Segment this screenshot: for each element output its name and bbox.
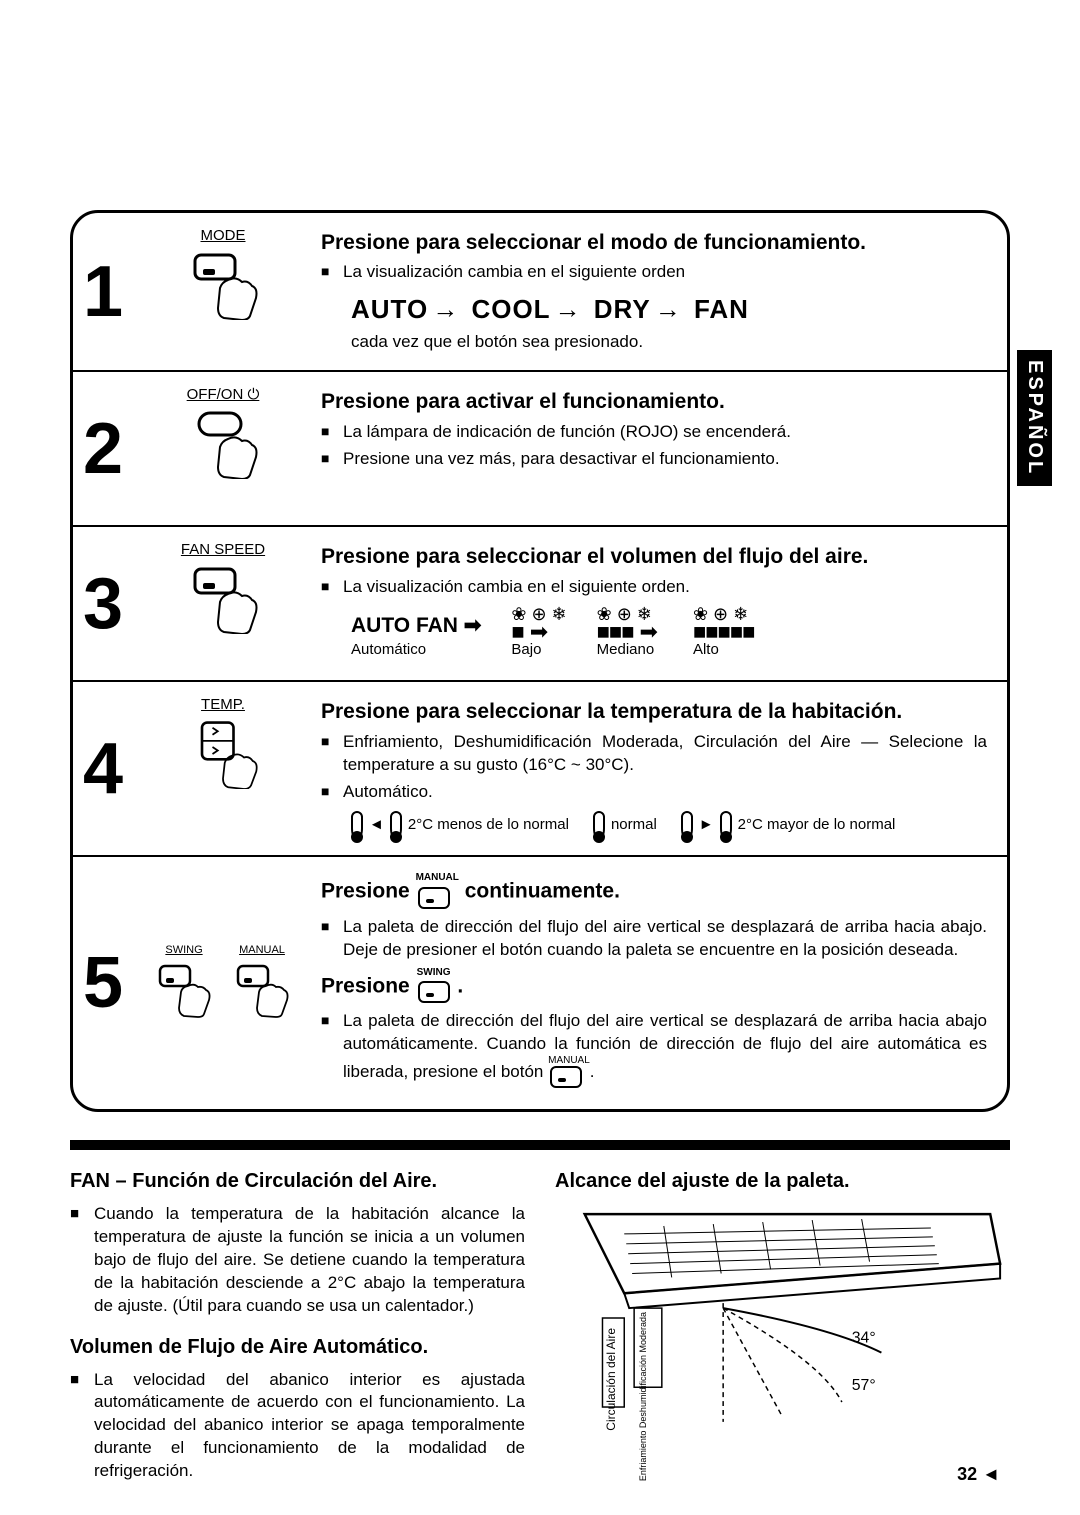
step-5-row: 5 SWING MANUAL: [73, 857, 1007, 1108]
mode-sequence: AUTO→ COOL→ DRY→ FAN: [351, 292, 987, 327]
step-1-row: 1 MODE Presione para seleccionar el modo…: [73, 213, 1007, 372]
step-number: 5: [73, 857, 133, 1108]
step-title: Presione para activar el funcionamiento.: [321, 388, 987, 416]
step-number: 1: [73, 213, 133, 370]
step-body: Presione para seleccionar el modo de fun…: [313, 213, 1007, 370]
step-body: Presione para seleccionar el volumen del…: [313, 527, 1007, 680]
step-bullet: Presione una vez más, para desactivar el…: [343, 448, 987, 471]
fan-speed-sequence: AUTO FAN ➡ Automático ❀ ⊕ ❄ ■➡ Bajo ❀ ⊕ …: [351, 605, 987, 661]
fan-bars-high: ■■■■■: [693, 623, 754, 641]
icon-caption: MANUAL: [548, 1056, 590, 1066]
fan-level-name: Bajo: [511, 640, 566, 660]
step-bullet: Automático.: [343, 781, 987, 804]
language-tab: ESPAÑOL: [1017, 350, 1052, 486]
thermometer-icon: [593, 811, 605, 839]
power-button-illustration: OFF/ON ⏻: [133, 372, 313, 525]
flap-label-cool: Enfriamiento Deshumidificación Moderada: [639, 1312, 663, 1481]
fan-section-text: Cuando la temperatura de la habitación a…: [94, 1203, 525, 1318]
press-hand-icon: [154, 962, 214, 1018]
step-body: Presione MANUAL continuamente. La paleta…: [313, 857, 1007, 1108]
bottom-section: FAN – Función de Circulación del Aire. C…: [70, 1170, 1010, 1483]
angle-34: 34°: [852, 1330, 876, 1347]
manual-button-icon: [550, 1066, 582, 1088]
fan-section-title: FAN – Función de Circulación del Aire.: [70, 1170, 525, 1193]
section-divider: [70, 1140, 1010, 1150]
thermometer-icon: [351, 811, 363, 839]
step-4-row: 4 TEMP. Presione para seleccionar la tem…: [73, 682, 1007, 857]
temp-option-text: 2°C mayor de lo normal: [738, 815, 896, 835]
button-label: OFF/ON ⏻: [187, 386, 260, 403]
icon-caption: SWING: [416, 968, 452, 978]
thermometer-icon: [681, 811, 693, 839]
fan-level-name: Mediano: [597, 640, 663, 660]
fan-bars-low: ■➡: [511, 623, 566, 641]
step-body: Presione para seleccionar la temperatura…: [313, 682, 1007, 855]
press-hand-icon: [183, 250, 263, 320]
swing-manual-illustration: SWING MANUAL: [133, 857, 313, 1108]
button-label: MODE: [201, 227, 246, 244]
page-number: 32: [957, 1464, 1000, 1485]
temp-option-lower: ◄ 2°C menos de lo normal: [351, 811, 569, 839]
ac-unit-diagram: 34° 57°: [555, 1203, 1010, 1433]
step-bullet: La visualización cambia en el siguiente …: [343, 576, 987, 599]
step-bullet: La paleta de dirección del flujo del air…: [343, 916, 987, 962]
manual-button-icon: [418, 887, 450, 909]
auto-fan-label: AUTO FAN ➡: [351, 612, 481, 640]
step-body: Presione para activar el funcionamiento.…: [313, 372, 1007, 525]
press-hand-icon: [183, 564, 263, 634]
fan-level-name: Automático: [351, 640, 481, 660]
fan-bars-med: ■■■➡: [597, 623, 663, 641]
step-number: 2: [73, 372, 133, 525]
step-bullet: Enfriamiento, Deshumidificación Moderada…: [343, 731, 987, 777]
step-title: Presione para seleccionar el volumen del…: [321, 543, 987, 571]
steps-table: 1 MODE Presione para seleccionar el modo…: [70, 210, 1010, 1112]
step-number: 4: [73, 682, 133, 855]
step-bullet: La visualización cambia en el siguiente …: [343, 261, 987, 284]
button-label: TEMP.: [201, 696, 245, 713]
step-title: Presione para seleccionar la temperatura…: [321, 698, 987, 726]
step-2-row: 2 OFF/ON ⏻ Presione para activar el func…: [73, 372, 1007, 527]
temp-button-illustration: TEMP.: [133, 682, 313, 855]
button-label: FAN SPEED: [181, 541, 265, 558]
icon-caption: MANUAL: [416, 873, 459, 883]
thermometer-icon: [390, 811, 402, 839]
step-number: 3: [73, 527, 133, 680]
step-bullet: La paleta de dirección del flujo del air…: [343, 1010, 987, 1089]
button-label: MANUAL: [232, 944, 292, 956]
thermometer-icon: [720, 811, 732, 839]
step-title: Presione para seleccionar el modo de fun…: [321, 229, 987, 257]
mode-button-illustration: MODE: [133, 213, 313, 370]
fanspeed-button-illustration: FAN SPEED: [133, 527, 313, 680]
button-label: SWING: [154, 944, 214, 956]
step-subnote: cada vez que el botón sea presionado.: [351, 331, 987, 354]
temp-options: ◄ 2°C menos de lo normal normal ► 2°C ma…: [351, 811, 987, 839]
step-title-swing: Presione SWING .: [321, 968, 987, 1006]
press-hand-icon: [232, 962, 292, 1018]
temp-option-text: normal: [611, 815, 657, 835]
press-hand-icon: [183, 719, 263, 789]
step-3-row: 3 FAN SPEED Presione para seleccionar el…: [73, 527, 1007, 682]
step-bullet: La lámpara de indicación de función (ROJ…: [343, 421, 987, 444]
angle-57: 57°: [852, 1377, 876, 1394]
flap-section-title: Alcance del ajuste de la paleta.: [555, 1170, 1010, 1193]
auto-section-text: La velocidad del abanico interior es aju…: [94, 1369, 525, 1484]
temp-option-higher: ► 2°C mayor de lo normal: [681, 811, 896, 839]
auto-section-title: Volumen de Flujo de Aire Automático.: [70, 1336, 525, 1359]
swing-button-icon: [418, 981, 450, 1003]
press-hand-icon: [183, 409, 263, 479]
temp-option-normal: normal: [593, 811, 657, 839]
flap-label-circ: Circulación del Aire: [605, 1328, 618, 1431]
step-title-manual: Presione MANUAL continuamente.: [321, 873, 987, 911]
temp-option-text: 2°C menos de lo normal: [408, 815, 569, 835]
